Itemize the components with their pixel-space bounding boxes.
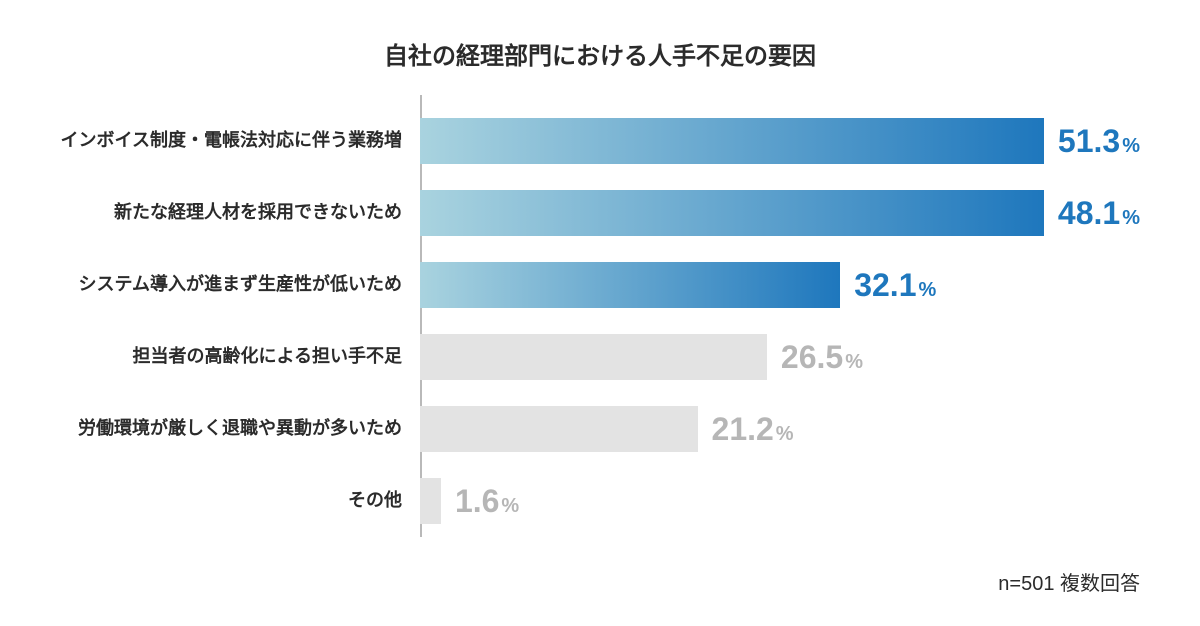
value-label: 21.2%	[712, 411, 794, 448]
value-label: 1.6%	[455, 483, 519, 520]
bar	[420, 406, 698, 452]
percent-sign: %	[776, 423, 794, 446]
bar	[420, 478, 441, 524]
category-label: 担当者の高齢化による担い手不足	[60, 345, 420, 368]
chart-footnote: n=501 複数回答	[60, 567, 1140, 596]
category-label: 新たな経理人材を採用できないため	[60, 201, 420, 224]
percent-sign: %	[1122, 207, 1140, 230]
category-label: システム導入が進まず生産性が低いため	[60, 273, 420, 296]
value-label: 32.1%	[854, 267, 936, 304]
value-label: 51.3%	[1058, 123, 1140, 160]
value-number: 32.1	[854, 267, 916, 304]
value-number: 1.6	[455, 483, 499, 520]
value-number: 26.5	[781, 339, 843, 376]
percent-sign: %	[918, 279, 936, 302]
category-label: インボイス制度・電帳法対応に伴う業務増	[60, 129, 420, 152]
bar	[420, 262, 840, 308]
value-number: 51.3	[1058, 123, 1120, 160]
category-label: その他	[60, 489, 420, 512]
value-label: 26.5%	[781, 339, 863, 376]
value-label: 48.1%	[1058, 195, 1140, 232]
category-label: 労働環境が厳しく退職や異動が多いため	[60, 417, 420, 440]
plot-area: インボイス制度・電帳法対応に伴う業務増新たな経理人材を採用できないためシステム導…	[60, 105, 1140, 537]
value-number: 48.1	[1058, 195, 1120, 232]
bar	[420, 118, 1044, 164]
percent-sign: %	[501, 495, 519, 518]
chart-container: 自社の経理部門における人手不足の要因 インボイス制度・電帳法対応に伴う業務増新た…	[0, 0, 1200, 626]
percent-sign: %	[845, 351, 863, 374]
value-number: 21.2	[712, 411, 774, 448]
bar	[420, 190, 1044, 236]
category-labels-column: インボイス制度・電帳法対応に伴う業務増新たな経理人材を採用できないためシステム導…	[60, 105, 420, 537]
bars-column: 51.3%48.1%32.1%26.5%21.2%1.6%	[420, 105, 1140, 537]
bar	[420, 334, 767, 380]
chart-title: 自社の経理部門における人手不足の要因	[60, 36, 1140, 71]
percent-sign: %	[1122, 135, 1140, 158]
